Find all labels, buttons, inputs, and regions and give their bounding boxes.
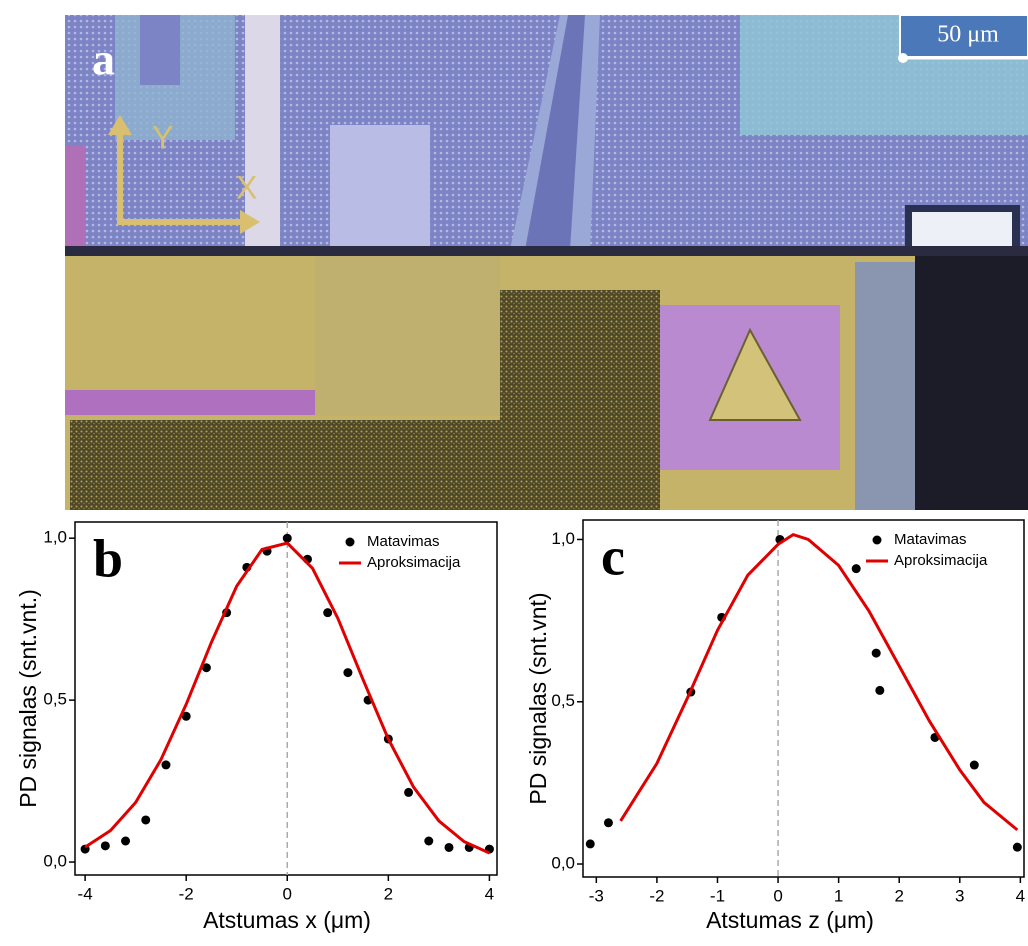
data-point xyxy=(141,815,151,825)
y-tick-label: 1,0 xyxy=(43,528,67,547)
y-axis-title: PD signalas (snt.vnt.) xyxy=(15,589,41,808)
plot-frame xyxy=(74,521,498,876)
legend-label: Matavimas xyxy=(367,533,440,550)
data-point xyxy=(343,668,353,678)
panel-label: b xyxy=(93,528,123,588)
x-axis-title: Atstumas x (μm) xyxy=(203,907,371,933)
x-tick-label: 2 xyxy=(384,884,393,903)
y-tick-label: 1,0 xyxy=(551,529,575,548)
x-tick-label: 3 xyxy=(955,886,964,905)
data-point xyxy=(871,648,881,658)
data-point xyxy=(1012,842,1022,852)
data-point xyxy=(444,842,454,852)
data-point xyxy=(424,836,434,846)
data-point xyxy=(969,760,979,770)
x-tick-label: 2 xyxy=(894,886,903,905)
x-tick-label: -1 xyxy=(710,886,725,905)
data-point xyxy=(323,608,333,618)
y-tick-label: 0,0 xyxy=(551,854,575,873)
data-point xyxy=(201,663,211,673)
data-point xyxy=(100,841,110,851)
legend-marker xyxy=(345,537,355,547)
data-point xyxy=(161,760,171,770)
x-tick-label: 1 xyxy=(834,886,843,905)
x-tick-label: 4 xyxy=(485,884,494,903)
legend-marker xyxy=(872,535,882,545)
fit-line xyxy=(84,541,491,855)
legend-label: Matavimas xyxy=(894,531,967,548)
axis-label: X xyxy=(236,169,257,205)
x-tick-label: -2 xyxy=(179,884,194,903)
micrograph xyxy=(65,14,1028,510)
y-tick-label: 0,0 xyxy=(43,852,67,871)
y-tick-label: 0,5 xyxy=(551,691,575,710)
scale-bar-label: 50 μm xyxy=(937,22,999,48)
legend-label: Aproksimacija xyxy=(367,554,461,571)
data-point xyxy=(404,787,414,797)
legend-label: Aproksimacija xyxy=(894,552,988,569)
axis-label: Y xyxy=(152,119,173,155)
x-tick-label: 0 xyxy=(283,884,292,903)
data-point xyxy=(585,839,595,849)
panel-label: c xyxy=(601,526,625,586)
plot-frame xyxy=(582,519,1025,878)
data-point xyxy=(121,836,131,846)
data-point xyxy=(875,685,885,695)
x-tick-label: -3 xyxy=(589,886,604,905)
y-tick-label: 0,5 xyxy=(43,690,67,709)
x-tick-label: 4 xyxy=(1016,886,1025,905)
data-point xyxy=(851,564,861,574)
data-point xyxy=(282,533,292,543)
data-point xyxy=(603,818,613,828)
panel-label: a xyxy=(92,34,115,85)
x-tick-label: -4 xyxy=(78,884,93,903)
x-axis-title: Atstumas z (μm) xyxy=(706,907,874,933)
data-point xyxy=(181,711,191,721)
fit-line xyxy=(619,532,1019,832)
x-tick-label: -2 xyxy=(649,886,664,905)
y-axis-title: PD signalas (snt.vnt) xyxy=(525,592,551,804)
x-tick-label: 0 xyxy=(773,886,782,905)
